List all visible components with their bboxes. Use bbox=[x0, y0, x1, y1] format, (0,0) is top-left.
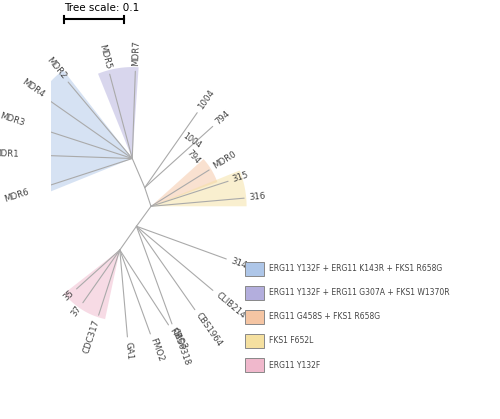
Text: 316: 316 bbox=[248, 192, 266, 202]
FancyBboxPatch shape bbox=[244, 310, 264, 324]
Text: 1004: 1004 bbox=[196, 88, 216, 111]
Text: Tree scale: 0.1: Tree scale: 0.1 bbox=[64, 3, 139, 13]
Text: CBS6318: CBS6318 bbox=[170, 327, 192, 367]
Text: MDR4: MDR4 bbox=[20, 78, 46, 100]
Text: ERG11 Y132F: ERG11 Y132F bbox=[268, 361, 320, 370]
Polygon shape bbox=[151, 171, 246, 206]
Text: FMO3: FMO3 bbox=[168, 327, 188, 352]
Text: CDC317: CDC317 bbox=[82, 318, 102, 355]
Text: MDR1: MDR1 bbox=[0, 149, 20, 159]
Text: MDR0: MDR0 bbox=[211, 150, 238, 171]
Text: ERG11 Y132F + ERG11 K143R + FKS1 R658G: ERG11 Y132F + ERG11 K143R + FKS1 R658G bbox=[268, 264, 442, 273]
Text: FKS1 F652L: FKS1 F652L bbox=[268, 336, 313, 346]
Text: 37: 37 bbox=[70, 304, 84, 318]
Text: MDR5: MDR5 bbox=[98, 44, 112, 70]
Text: 1004: 1004 bbox=[182, 132, 203, 150]
Polygon shape bbox=[98, 67, 138, 158]
Text: 35: 35 bbox=[62, 289, 76, 303]
Polygon shape bbox=[64, 250, 120, 319]
Text: CBS1964: CBS1964 bbox=[194, 311, 224, 349]
Text: MDR7: MDR7 bbox=[131, 41, 141, 67]
Text: MDR6: MDR6 bbox=[3, 188, 30, 204]
Text: ERG11 Y132F + ERG11 G307A + FKS1 W1370R: ERG11 Y132F + ERG11 G307A + FKS1 W1370R bbox=[268, 288, 449, 297]
Text: 314: 314 bbox=[230, 256, 248, 271]
Text: 794: 794 bbox=[214, 109, 232, 127]
Polygon shape bbox=[151, 159, 218, 206]
Text: ERG11 G458S + FKS1 R658G: ERG11 G458S + FKS1 R658G bbox=[268, 313, 380, 321]
Text: FMO2: FMO2 bbox=[148, 337, 165, 363]
Polygon shape bbox=[20, 70, 132, 201]
FancyBboxPatch shape bbox=[244, 262, 264, 276]
FancyBboxPatch shape bbox=[244, 358, 264, 372]
FancyBboxPatch shape bbox=[244, 286, 264, 300]
FancyBboxPatch shape bbox=[244, 334, 264, 348]
Text: CLIB214: CLIB214 bbox=[214, 290, 247, 320]
Text: 315: 315 bbox=[232, 171, 250, 184]
Text: GA1: GA1 bbox=[124, 341, 134, 360]
Text: MDR3: MDR3 bbox=[0, 111, 26, 128]
Text: MDR2: MDR2 bbox=[45, 56, 68, 81]
Text: 794: 794 bbox=[184, 148, 202, 166]
